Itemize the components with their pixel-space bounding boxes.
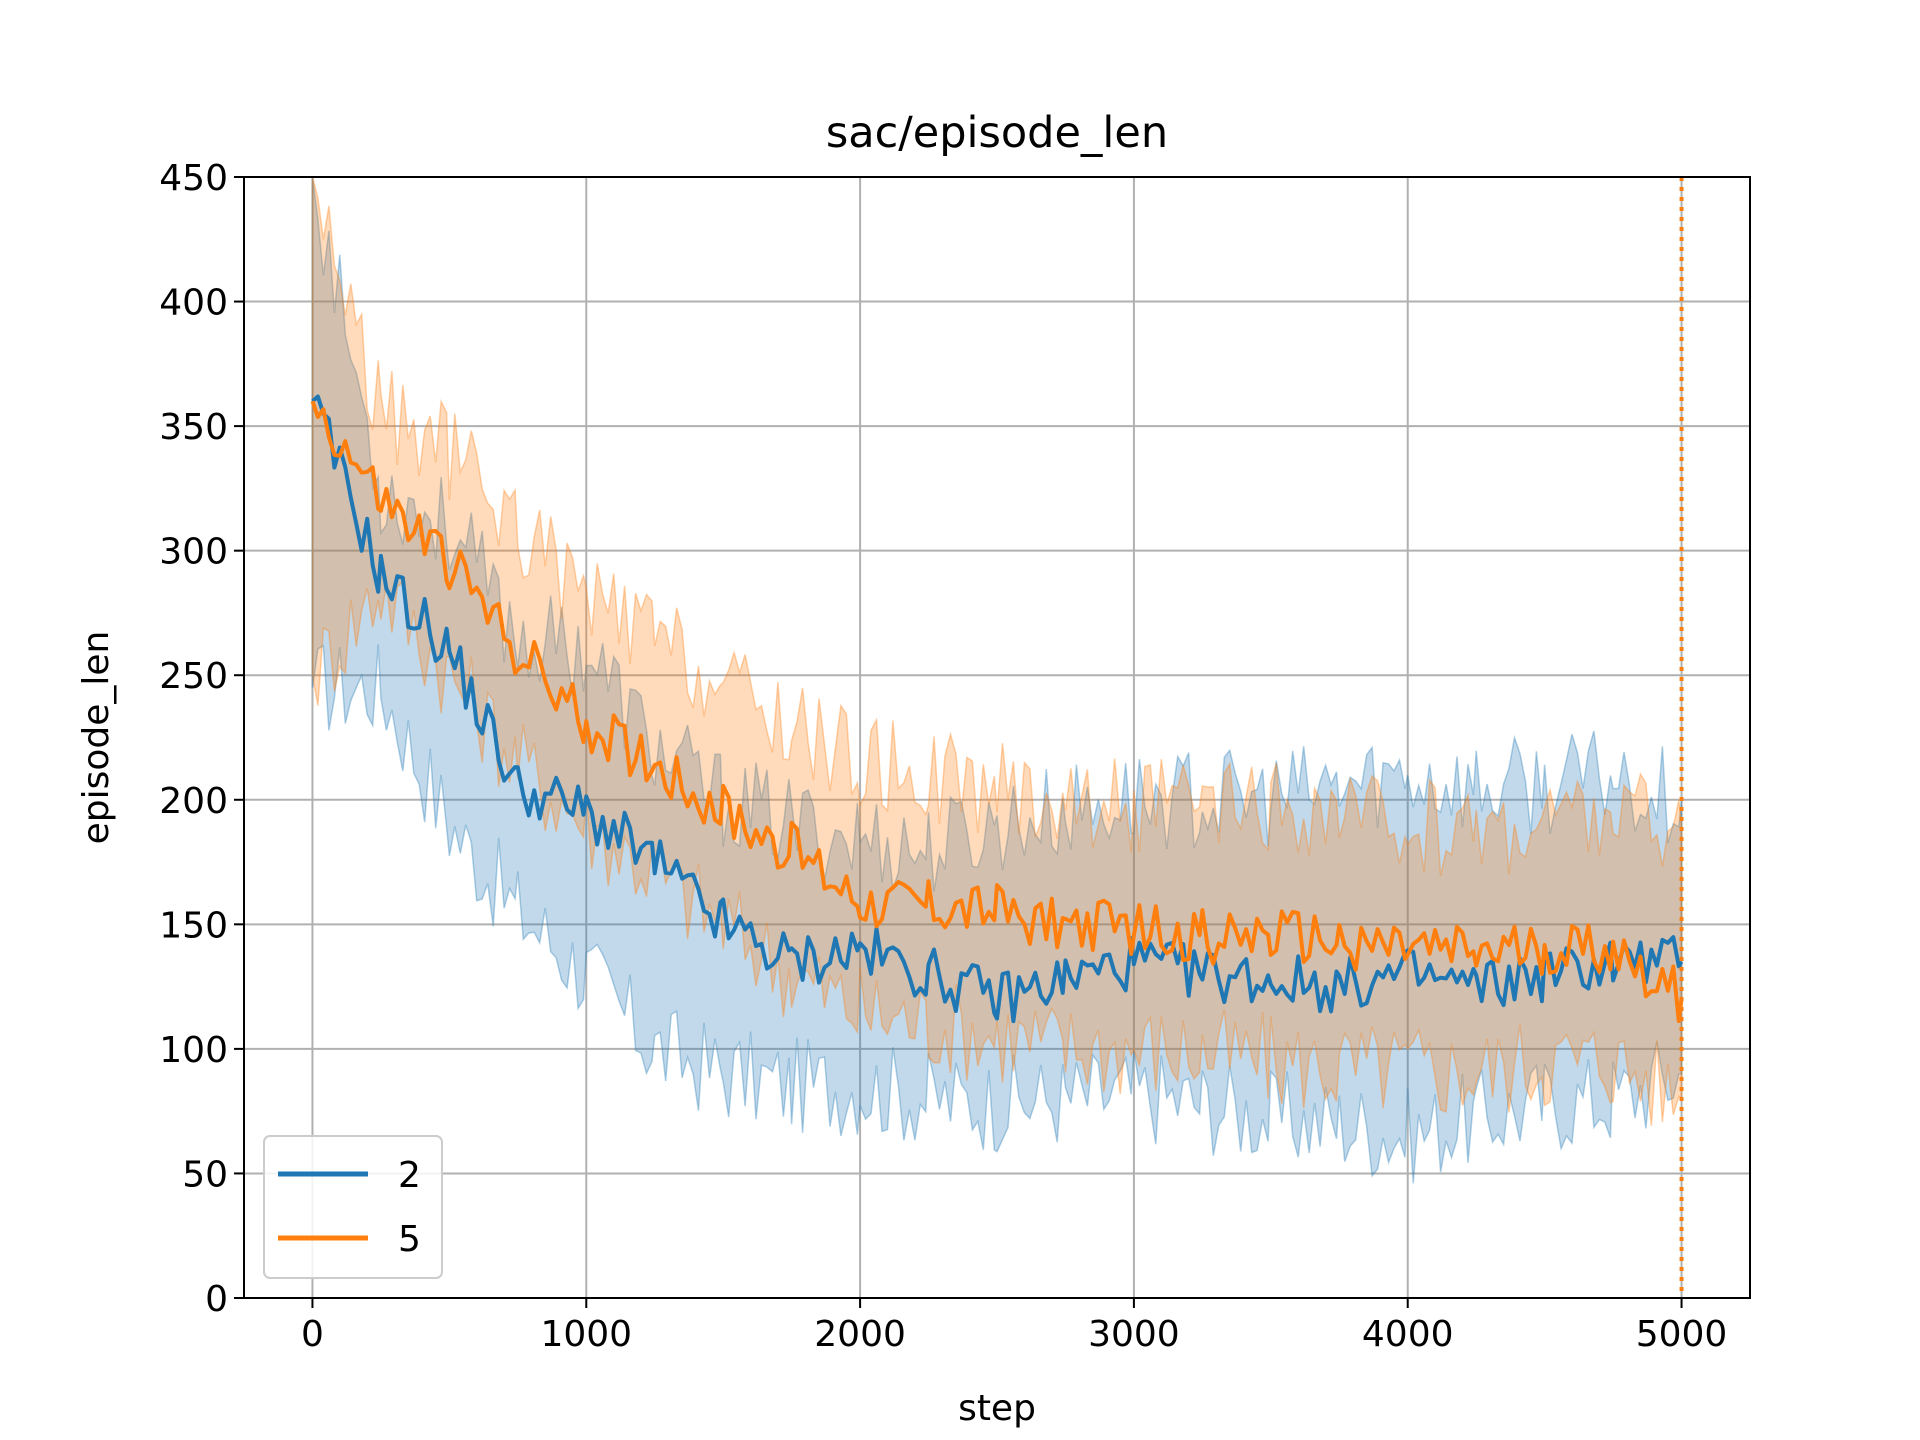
x-tick-label: 0	[301, 1314, 324, 1355]
plot-area-frame	[243, 176, 1751, 1299]
x-axis-label: step	[958, 1388, 1036, 1429]
x-axis-ticks: 0 1000 2000 3000 4000 5000	[301, 1298, 1727, 1355]
x-tick-label: 2000	[814, 1314, 906, 1355]
y-tick-label: 350	[159, 407, 228, 448]
y-tick-label: 250	[159, 656, 228, 697]
series-line-2	[311, 394, 1684, 1024]
y-tick-label: 150	[159, 905, 228, 946]
y-tick-label: 200	[159, 781, 228, 822]
x-tick-label: 3000	[1088, 1314, 1180, 1355]
legend-label: 2	[398, 1155, 421, 1196]
y-tick-label: 300	[159, 532, 228, 573]
series-lines	[310, 394, 1684, 1024]
series-line-5	[310, 400, 1684, 1023]
y-tick-label: 400	[159, 283, 228, 324]
x-tick-label: 4000	[1362, 1314, 1454, 1355]
x-tick-label: 5000	[1636, 1314, 1728, 1355]
y-tick-label: 450	[159, 158, 228, 199]
grid	[244, 176, 1750, 1299]
chart-title: sac/episode_len	[826, 108, 1168, 158]
y-tick-label: 50	[182, 1154, 228, 1195]
y-tick-label: 0	[205, 1279, 228, 1320]
legend: 25	[263, 1135, 443, 1279]
y-axis-label: episode_len	[76, 631, 117, 845]
y-axis-ticks: 0 50 100 150 200 250 300 350 400 450	[159, 158, 244, 1320]
legend-label: 5	[398, 1219, 421, 1260]
y-tick-label: 100	[159, 1030, 228, 1071]
x-tick-label: 1000	[540, 1314, 632, 1355]
